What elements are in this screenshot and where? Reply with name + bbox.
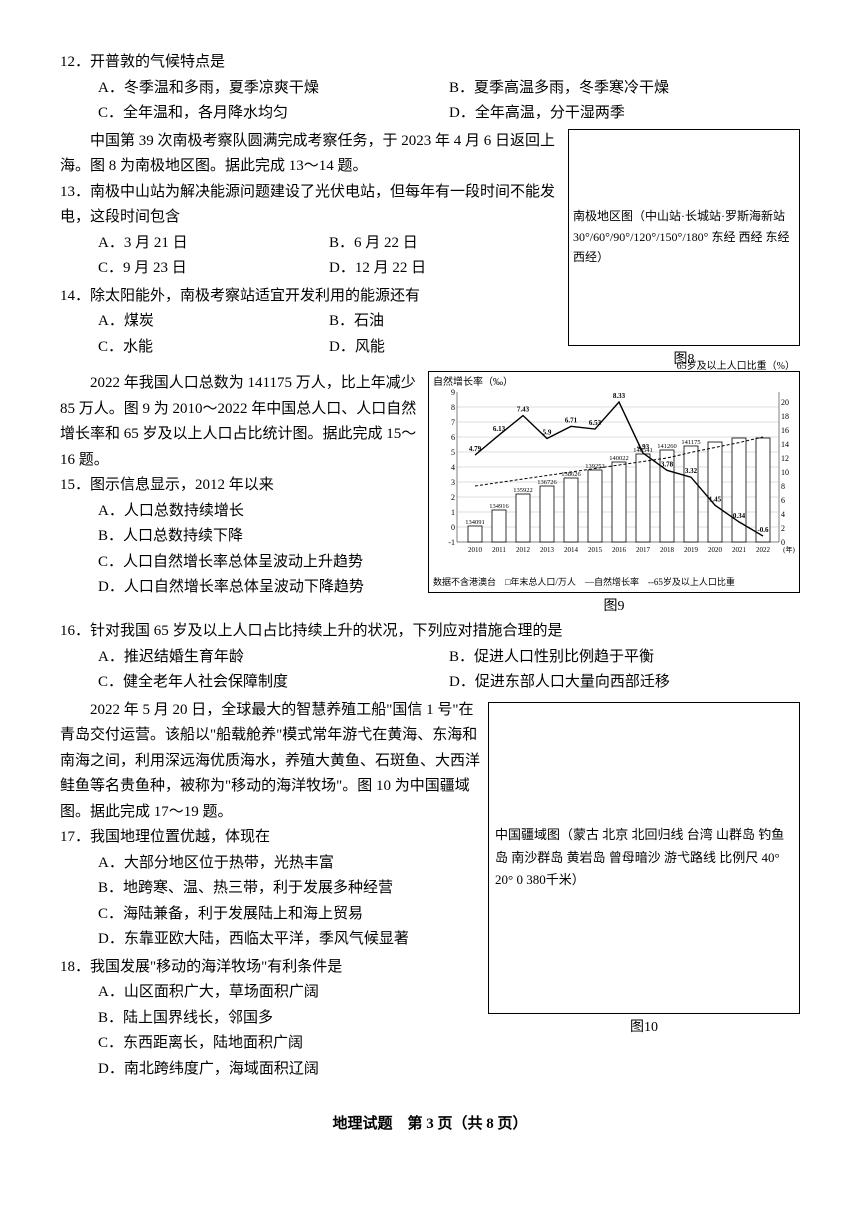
section-15-16: 自然增长率（‰） 65岁及以上人口比重（%） -1012: [60, 371, 800, 619]
svg-text:4: 4: [781, 510, 785, 519]
svg-text:0.34: 0.34: [733, 512, 746, 520]
svg-text:6: 6: [451, 433, 455, 442]
fig9-ylabel-right: 65岁及以上人口比重（%）: [677, 358, 795, 375]
svg-text:7.43: 7.43: [517, 406, 530, 414]
q16-stem: 16．针对我国 65 岁及以上人口占比持续上升的状况，下列应对措施合理的是: [60, 619, 800, 645]
svg-text:2021: 2021: [732, 546, 747, 554]
svg-text:3: 3: [451, 478, 455, 487]
svg-text:5.9: 5.9: [543, 429, 552, 437]
svg-text:4: 4: [451, 463, 455, 472]
svg-text:12: 12: [781, 454, 789, 463]
svg-text:18: 18: [781, 412, 789, 421]
question-12: 12．开普敦的气候特点是 A．冬季温和多雨，夏季凉爽干燥 B．夏季高温多雨，冬季…: [60, 50, 800, 127]
svg-text:134916: 134916: [489, 503, 509, 510]
svg-text:5: 5: [451, 448, 455, 457]
fig9-ylabel-left: 自然增长率（‰）: [433, 374, 513, 391]
section-17-19: 中国疆域图（蒙古 北京 北回归线 台湾 山群岛 钓鱼岛 南沙群岛 黄岩岛 曾母暗…: [60, 698, 800, 1085]
figure-10-wrap: 中国疆域图（蒙古 北京 北回归线 台湾 山群岛 钓鱼岛 南沙群岛 黄岩岛 曾母暗…: [488, 698, 800, 1040]
svg-text:2014: 2014: [564, 546, 579, 554]
q13-opt-a: A．3 月 21 日: [98, 231, 329, 257]
svg-text:6.53: 6.53: [589, 419, 602, 427]
svg-text:1: 1: [451, 508, 455, 517]
q16-opt-a: A．推迟结婚生育年龄: [98, 645, 449, 671]
q16-opt-b: B．促进人口性别比例趋于平衡: [449, 645, 800, 671]
q14-options: A．煤炭 B．石油 C．水能 D．风能: [60, 309, 560, 360]
fig9-svg: -10123456789 02468101214161820 201020112…: [429, 372, 799, 572]
svg-text:2019: 2019: [684, 546, 699, 554]
q14-opt-b: B．石油: [329, 309, 560, 335]
fig8-content: 南极地区图（中山站·长城站·罗斯海新站 30°/60°/90°/120°/150…: [569, 202, 799, 271]
svg-text:8: 8: [781, 482, 785, 491]
q14-opt-a: A．煤炭: [98, 309, 329, 335]
svg-text:3.32: 3.32: [685, 467, 698, 475]
q14-opt-d: D．风能: [329, 335, 560, 361]
fig9-legend: 数据不含港澳台 □年末总人口/万人 —自然增长率 --65岁及以上人口比重: [433, 575, 795, 590]
figure-8-wrap: 南极地区图（中山站·长城站·罗斯海新站 30°/60°/90°/120°/150…: [568, 129, 800, 372]
figure-10: 中国疆域图（蒙古 北京 北回归线 台湾 山群岛 钓鱼岛 南沙群岛 黄岩岛 曾母暗…: [488, 702, 800, 1014]
svg-text:6.13: 6.13: [493, 425, 506, 433]
svg-text:(年): (年): [783, 545, 795, 554]
fig10-content: 中国疆域图（蒙古 北京 北回归线 台湾 山群岛 钓鱼岛 南沙群岛 黄岩岛 曾母暗…: [489, 818, 799, 896]
q12-opt-b: B．夏季高温多雨，冬季寒冷干燥: [449, 76, 800, 102]
svg-text:2018: 2018: [660, 546, 675, 554]
q12-opt-a: A．冬季温和多雨，夏季凉爽干燥: [98, 76, 449, 102]
svg-text:139252: 139252: [585, 463, 605, 470]
section-13-14: 南极地区图（中山站·长城站·罗斯海新站 30°/60°/90°/120°/150…: [60, 129, 800, 372]
svg-text:16: 16: [781, 426, 789, 435]
q12-opt-d: D．全年高温，分干湿两季: [449, 101, 800, 127]
figure-9: 自然增长率（‰） 65岁及以上人口比重（%） -1012: [428, 371, 800, 593]
q13-opt-d: D．12 月 22 日: [329, 256, 560, 282]
svg-text:2020: 2020: [708, 546, 723, 554]
q13-options: A．3 月 21 日 B．6 月 22 日 C．9 月 23 日 D．12 月 …: [60, 231, 560, 282]
q13-opt-c: C．9 月 23 日: [98, 256, 329, 282]
svg-text:141175: 141175: [681, 439, 700, 446]
q18-opt-d: D．南北跨纬度广，海域面积辽阔: [98, 1057, 800, 1083]
svg-text:14: 14: [781, 440, 789, 449]
svg-text:140541: 140541: [633, 447, 653, 454]
svg-text:7: 7: [451, 418, 455, 427]
q16-opt-d: D．促进东部人口大量向西部迁移: [449, 670, 800, 696]
svg-text:2012: 2012: [516, 546, 531, 554]
svg-text:2022: 2022: [756, 546, 771, 554]
svg-text:10: 10: [781, 468, 789, 477]
svg-text:1.45: 1.45: [709, 496, 722, 504]
svg-text:3.78: 3.78: [661, 461, 674, 469]
svg-text:2: 2: [781, 524, 785, 533]
fig9-caption: 图9: [428, 595, 800, 619]
svg-text:8: 8: [451, 403, 455, 412]
svg-text:136726: 136726: [537, 479, 557, 486]
svg-text:2013: 2013: [540, 546, 555, 554]
q12-stem: 12．开普敦的气候特点是: [60, 50, 800, 76]
svg-text:2017: 2017: [636, 546, 651, 554]
svg-text:2: 2: [451, 493, 455, 502]
svg-text:4.79: 4.79: [469, 445, 482, 453]
svg-text:2015: 2015: [588, 546, 603, 554]
svg-text:2016: 2016: [612, 546, 627, 554]
q12-options: A．冬季温和多雨，夏季凉爽干燥 B．夏季高温多雨，冬季寒冷干燥 C．全年温和，各…: [60, 76, 800, 127]
q16-opt-c: C．健全老年人社会保障制度: [98, 670, 449, 696]
figure-8: 南极地区图（中山站·长城站·罗斯海新站 30°/60°/90°/120°/150…: [568, 129, 800, 346]
fig10-caption: 图10: [488, 1016, 800, 1040]
svg-text:140022: 140022: [609, 455, 629, 462]
q12-opt-c: C．全年温和，各月降水均匀: [98, 101, 449, 127]
svg-text:135922: 135922: [513, 487, 533, 494]
svg-text:134091: 134091: [465, 519, 485, 526]
svg-text:141260: 141260: [657, 443, 677, 450]
svg-text:6.71: 6.71: [565, 417, 578, 425]
svg-text:2011: 2011: [492, 546, 506, 554]
svg-text:-1: -1: [448, 538, 455, 547]
svg-text:6: 6: [781, 496, 785, 505]
svg-text:-0.6: -0.6: [757, 526, 769, 534]
page-footer: 地理试题 第 3 页（共 8 页）: [60, 1112, 800, 1138]
svg-text:138626: 138626: [561, 471, 581, 478]
q13-opt-b: B．6 月 22 日: [329, 231, 560, 257]
svg-text:0: 0: [451, 523, 455, 532]
svg-text:8.33: 8.33: [613, 392, 626, 400]
q14-opt-c: C．水能: [98, 335, 329, 361]
question-16: 16．针对我国 65 岁及以上人口占比持续上升的状况，下列应对措施合理的是 A．…: [60, 619, 800, 696]
figure-9-wrap: 自然增长率（‰） 65岁及以上人口比重（%） -1012: [428, 371, 800, 619]
q16-options: A．推迟结婚生育年龄 B．促进人口性别比例趋于平衡 C．健全老年人社会保障制度 …: [60, 645, 800, 696]
svg-text:2010: 2010: [468, 546, 483, 554]
svg-text:20: 20: [781, 398, 789, 407]
